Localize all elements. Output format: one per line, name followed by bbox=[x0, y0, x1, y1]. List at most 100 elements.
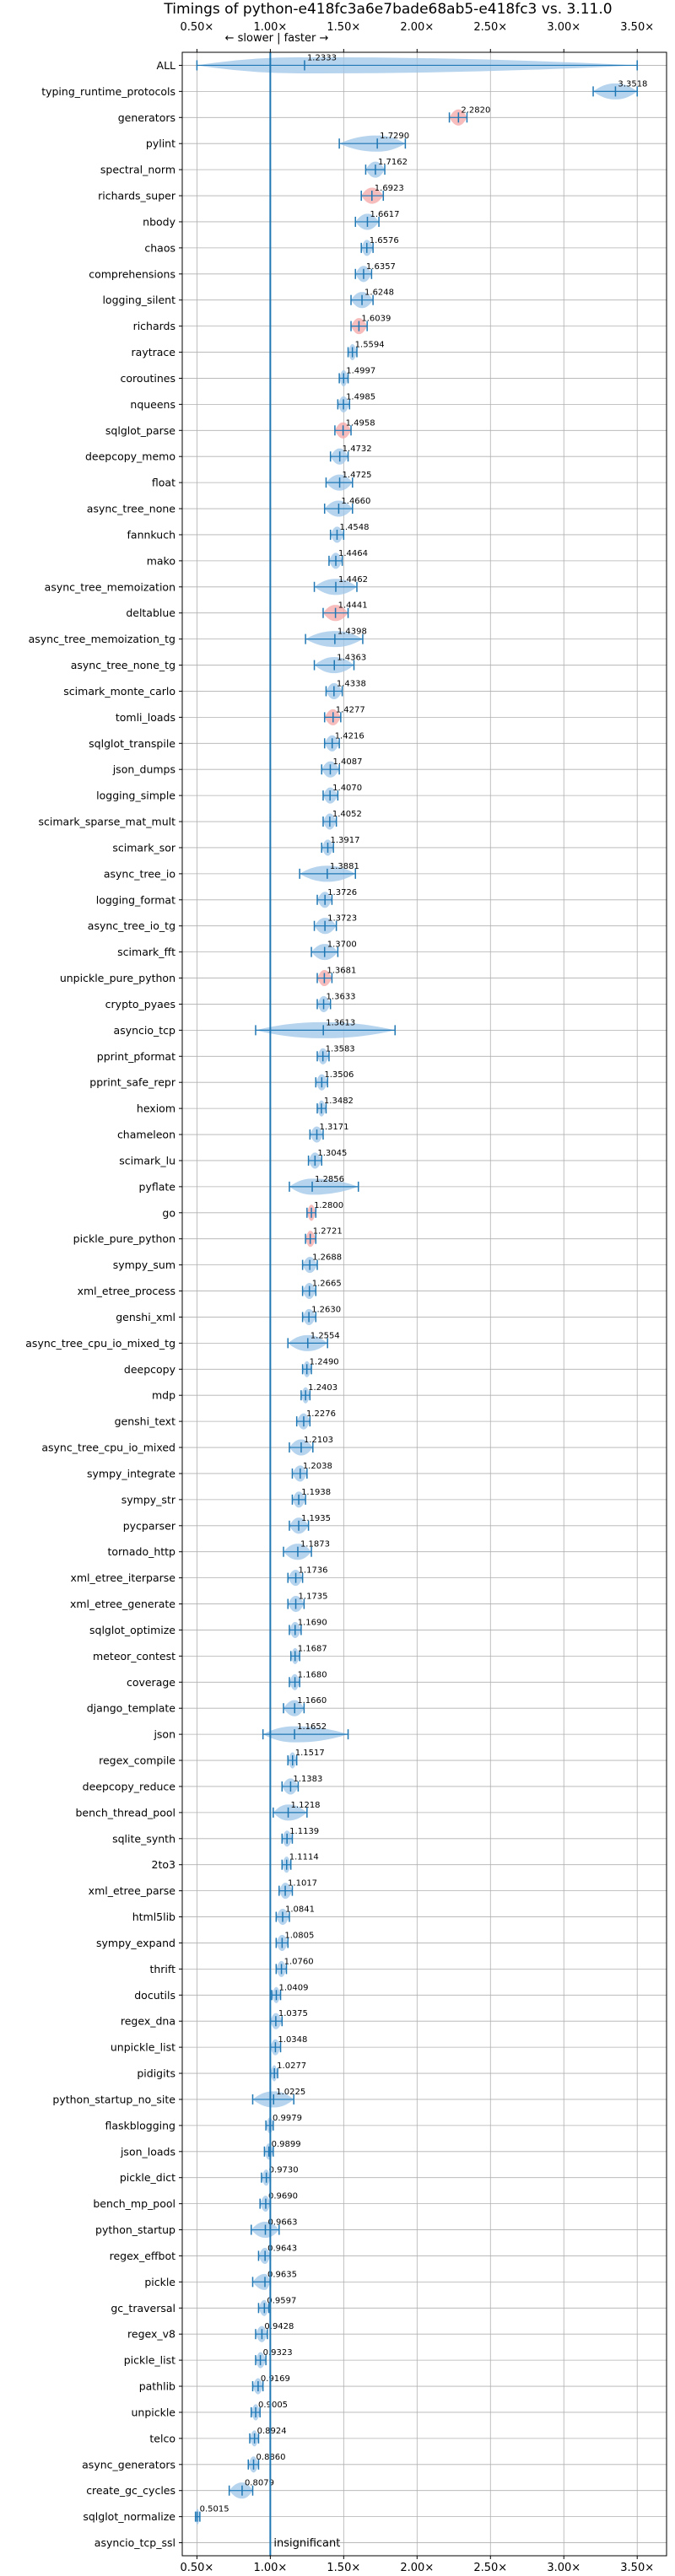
value-label: 1.6923 bbox=[375, 184, 404, 193]
benchmark-name-label: async_generators bbox=[82, 2458, 176, 2471]
value-label: 1.2554 bbox=[310, 1331, 340, 1340]
benchmark-name-label: scimark_sparse_mat_mult bbox=[39, 816, 176, 828]
value-label: 1.3723 bbox=[327, 914, 357, 924]
value-label: 1.3633 bbox=[327, 992, 356, 1001]
benchmark-name-label: sympy_str bbox=[122, 1493, 176, 1506]
benchmark-name-label: richards bbox=[133, 320, 176, 332]
benchmark-name-label: tornado_http bbox=[107, 1545, 176, 1558]
benchmark-name-label: pyflate bbox=[139, 1180, 176, 1193]
benchmark-name-label: deltablue bbox=[126, 606, 176, 619]
x-tick-label-bottom: 1.00× bbox=[253, 2562, 287, 2573]
benchmark-name-label: typing_runtime_protocols bbox=[41, 85, 176, 98]
value-label: 1.4997 bbox=[346, 366, 375, 375]
benchmark-name-label: unpickle bbox=[131, 2406, 176, 2418]
value-label: 1.6357 bbox=[366, 262, 396, 272]
value-label: 0.9169 bbox=[261, 2374, 290, 2384]
benchmark-name-label: coverage bbox=[127, 1676, 176, 1689]
benchmark-name-label: go bbox=[162, 1206, 176, 1219]
value-label: 1.3613 bbox=[326, 1018, 355, 1027]
benchmark-name-label: json bbox=[153, 1728, 176, 1741]
benchmark-name-label: pidigits bbox=[137, 2067, 176, 2080]
value-label: 1.1383 bbox=[293, 1775, 322, 1784]
benchmark-name-label: pickle_pure_python bbox=[73, 1232, 176, 1245]
value-label: 1.1517 bbox=[295, 1749, 325, 1758]
benchmark-name-label: xml_etree_generate bbox=[70, 1598, 176, 1610]
x-tick-label-bottom: 2.00× bbox=[400, 2562, 434, 2573]
benchmark-name-label: gc_traversal bbox=[111, 2302, 176, 2315]
benchmark-name-label: nqueens bbox=[130, 398, 176, 411]
benchmark-name-label: logging_format bbox=[96, 893, 176, 906]
value-label: 1.0805 bbox=[284, 1931, 314, 1940]
benchmark-rows: ALL 1.2333 typing_runtime_protocols 3.3518 g… bbox=[25, 52, 647, 2556]
value-label: 1.2856 bbox=[315, 1175, 344, 1184]
value-label: 0.8079 bbox=[245, 2479, 274, 2488]
x-axis-ticks: 0.50× 0.50× 1.00× 1.00× 1.50× 1.50× 2.00× 2.00×… bbox=[179, 21, 654, 2574]
value-label: 1.3171 bbox=[320, 1123, 349, 1132]
benchmark-name-label: generators bbox=[118, 111, 176, 124]
value-label: 1.4216 bbox=[335, 731, 364, 741]
benchmark-name-label: flaskblogging bbox=[105, 2119, 176, 2131]
value-label: 1.4958 bbox=[346, 418, 375, 428]
value-label: 1.2721 bbox=[313, 1227, 343, 1237]
benchmark-name-label: telco bbox=[149, 2432, 176, 2444]
value-label: 1.4052 bbox=[332, 810, 362, 819]
value-label: 1.1690 bbox=[298, 1618, 327, 1627]
benchmark-name-label: float bbox=[152, 477, 176, 489]
value-label: 1.0277 bbox=[277, 2061, 306, 2071]
benchmark-name-label: pickle bbox=[144, 2276, 176, 2288]
value-label: 1.7162 bbox=[378, 158, 408, 167]
value-label: 1.0225 bbox=[276, 2088, 305, 2097]
value-label: 1.7290 bbox=[380, 132, 409, 141]
benchmark-name-label: async_tree_io_tg bbox=[88, 919, 176, 932]
value-label: 1.1938 bbox=[301, 1488, 331, 1497]
x-tick-label-bottom: 3.00× bbox=[547, 2562, 580, 2573]
benchmark-name-label: python_startup bbox=[95, 2223, 176, 2236]
benchmark-name-label: pycparser bbox=[123, 1519, 176, 1532]
value-label: 1.1139 bbox=[289, 1827, 319, 1836]
value-label: 1.2630 bbox=[311, 1305, 341, 1314]
benchmark-name-label: tomli_loads bbox=[116, 711, 176, 724]
value-label: 1.4732 bbox=[343, 445, 372, 454]
value-label: 1.1735 bbox=[299, 1592, 328, 1602]
value-label: 1.4070 bbox=[332, 784, 362, 793]
benchmark-name-label: logging_silent bbox=[102, 294, 176, 306]
benchmark-name-label: pprint_pformat bbox=[97, 1050, 176, 1063]
plot-frame bbox=[181, 51, 667, 2557]
value-label: 1.3482 bbox=[324, 1097, 354, 1106]
value-label: 1.4363 bbox=[337, 654, 366, 663]
benchmark-name-label: crypto_pyaes bbox=[105, 998, 176, 1010]
value-label: 1.1736 bbox=[299, 1566, 328, 1576]
value-label: 1.3506 bbox=[324, 1070, 354, 1080]
value-label: 1.2665 bbox=[312, 1280, 342, 1289]
value-label: 1.4660 bbox=[341, 497, 370, 506]
value-label: 1.2490 bbox=[310, 1357, 339, 1366]
x-tick-label-top: 2.50× bbox=[473, 21, 507, 34]
value-label: 0.9428 bbox=[264, 2322, 294, 2331]
value-label: 0.9899 bbox=[272, 2140, 301, 2149]
benchmark-name-label: sqlite_synth bbox=[112, 1832, 176, 1845]
benchmark-name-label: scimark_monte_carlo bbox=[63, 685, 176, 698]
benchmark-name-label: pylint bbox=[146, 137, 176, 150]
benchmark-name-label: regex_dna bbox=[121, 2015, 176, 2028]
benchmark-name-label: sqlglot_optimize bbox=[89, 1624, 176, 1636]
value-label: 1.4725 bbox=[343, 471, 372, 480]
value-label: 1.6248 bbox=[364, 288, 394, 298]
value-label: 1.4464 bbox=[338, 549, 368, 558]
benchmark-name-label: raytrace bbox=[132, 346, 176, 358]
benchmark-name-label: pickle_dict bbox=[120, 2171, 176, 2184]
benchmark-name-label: asyncio_tcp bbox=[114, 1024, 176, 1037]
benchmark-name-label: spectral_norm bbox=[100, 164, 176, 176]
value-label: 1.2800 bbox=[314, 1201, 343, 1210]
value-label: 1.3881 bbox=[330, 862, 359, 871]
benchmark-name-label: sympy_integrate bbox=[87, 1467, 176, 1479]
benchmark-name-label: regex_v8 bbox=[127, 2328, 176, 2341]
benchmark-name-label: chaos bbox=[144, 241, 176, 254]
benchmark-name-label: logging_simple bbox=[96, 790, 176, 802]
benchmark-name-label: xml_etree_iterparse bbox=[70, 1571, 176, 1584]
chart-title: Timings of python-e418fc3a6e7bade68ab5-e… bbox=[163, 1, 612, 18]
benchmark-name-label: sqlglot_parse bbox=[105, 424, 176, 437]
value-label: 3.3518 bbox=[618, 79, 647, 89]
x-tick-label-bottom: 1.50× bbox=[327, 2562, 360, 2573]
benchmark-name-label: scimark_sor bbox=[112, 841, 176, 854]
